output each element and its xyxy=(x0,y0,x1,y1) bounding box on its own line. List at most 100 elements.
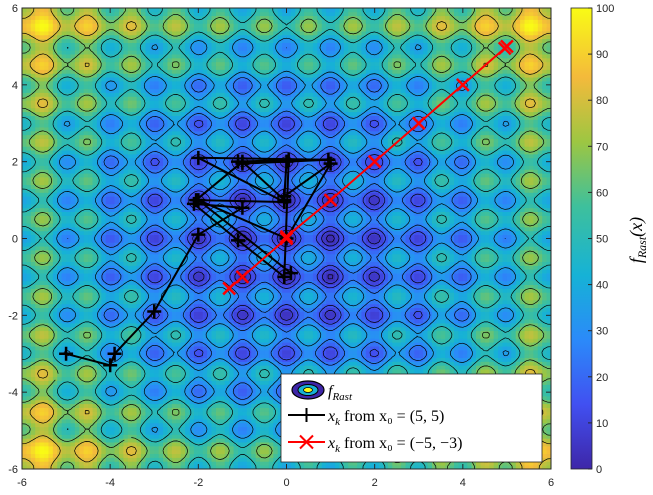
heatmap-cell xyxy=(167,65,173,70)
heatmap-cell xyxy=(145,50,151,55)
heatmap-cell xyxy=(44,449,49,455)
heatmap-cell xyxy=(114,161,120,166)
heatmap-cell xyxy=(123,323,129,328)
heatmap-cell xyxy=(145,292,151,297)
heatmap-cell xyxy=(74,88,80,93)
heatmap-cell xyxy=(70,119,76,124)
heatmap-cell xyxy=(149,392,155,397)
heatmap-cell xyxy=(132,215,138,220)
heatmap-cell xyxy=(105,173,111,178)
heatmap-cell xyxy=(145,15,151,20)
heatmap-cell xyxy=(158,27,164,32)
heatmap-cell xyxy=(96,19,102,24)
heatmap-cell xyxy=(114,188,120,193)
heatmap-cell xyxy=(66,338,71,343)
heatmap-cell xyxy=(127,42,133,47)
heatmap-cell xyxy=(110,177,115,182)
heatmap-cell xyxy=(35,31,41,36)
heatmap-cell xyxy=(79,88,85,93)
heatmap-cell xyxy=(74,384,80,389)
heatmap-cell xyxy=(141,307,146,312)
heatmap-cell xyxy=(26,69,32,74)
heatmap-cell xyxy=(114,100,120,105)
heatmap-cell xyxy=(145,250,151,255)
heatmap-cell xyxy=(114,288,120,293)
heatmap-cell xyxy=(105,200,111,205)
heatmap-cell xyxy=(39,192,45,197)
heatmap-cell xyxy=(52,461,58,466)
heatmap-cell xyxy=(70,115,76,120)
heatmap-cell xyxy=(118,119,124,124)
heatmap-cell xyxy=(123,376,129,382)
heatmap-cell xyxy=(189,34,195,40)
heatmap-cell xyxy=(101,130,107,136)
heatmap-cell xyxy=(141,453,146,458)
heatmap-cell xyxy=(22,449,27,455)
heatmap-cell xyxy=(149,430,155,435)
heatmap-cell xyxy=(180,61,186,67)
heatmap-cell xyxy=(141,411,146,416)
heatmap-cell xyxy=(30,315,36,320)
heatmap-cell xyxy=(145,299,151,305)
heatmap-cell xyxy=(154,15,160,20)
heatmap-cell xyxy=(48,161,54,166)
heatmap-cell xyxy=(132,146,138,151)
heatmap-cell xyxy=(163,338,168,343)
heatmap-cell xyxy=(171,242,177,247)
heatmap-cell xyxy=(105,250,111,255)
heatmap-cell xyxy=(30,188,36,193)
heatmap-cell xyxy=(176,157,182,163)
heatmap-cell xyxy=(22,96,27,101)
heatmap-cell xyxy=(74,46,80,51)
heatmap-cell xyxy=(66,392,71,397)
heatmap-cell xyxy=(127,242,133,247)
heatmap-cell xyxy=(193,311,199,316)
heatmap-cell xyxy=(96,42,102,47)
heatmap-cell xyxy=(110,65,115,70)
heatmap-cell xyxy=(136,453,142,458)
heatmap-cell xyxy=(74,430,80,435)
heatmap-cell xyxy=(154,215,160,220)
heatmap-cell xyxy=(35,311,41,316)
heatmap-cell xyxy=(127,265,133,270)
heatmap-cell xyxy=(88,319,93,324)
heatmap-cell xyxy=(158,84,164,90)
heatmap-cell xyxy=(154,31,160,36)
heatmap-cell xyxy=(96,11,102,17)
heatmap-cell xyxy=(145,31,151,36)
heatmap-cell xyxy=(96,346,102,351)
heatmap-cell xyxy=(110,57,115,63)
heatmap-cell xyxy=(145,211,151,216)
heatmap-cell xyxy=(101,180,107,186)
heatmap-cell xyxy=(92,242,98,247)
heatmap-cell xyxy=(88,303,93,309)
heatmap-cell xyxy=(180,415,186,420)
heatmap-cell xyxy=(83,442,89,447)
heatmap-cell xyxy=(52,257,58,262)
heatmap-cell xyxy=(92,253,98,259)
heatmap-cell xyxy=(44,57,49,63)
heatmap-cell xyxy=(154,449,160,455)
heatmap-cell xyxy=(101,411,107,416)
heatmap-cell xyxy=(22,238,27,243)
heatmap-cell xyxy=(145,288,151,293)
heatmap-cell xyxy=(118,27,124,32)
heatmap-cell xyxy=(185,422,190,428)
heatmap-cell xyxy=(149,134,155,140)
heatmap-cell xyxy=(167,419,173,424)
heatmap-cell xyxy=(193,334,199,339)
heatmap-cell xyxy=(39,84,45,90)
heatmap-cell xyxy=(92,177,98,182)
heatmap-cell xyxy=(39,61,45,67)
heatmap-cell xyxy=(66,150,71,155)
heatmap-cell xyxy=(154,419,160,424)
heatmap-cell xyxy=(35,177,41,182)
heatmap-cell xyxy=(105,192,111,197)
heatmap-cell xyxy=(189,69,195,74)
heatmap-cell xyxy=(70,104,76,109)
heatmap-cell xyxy=(70,203,76,209)
heatmap-cell xyxy=(48,257,54,262)
heatmap-cell xyxy=(88,184,93,189)
heatmap-cell xyxy=(92,80,98,86)
heatmap-cell xyxy=(52,173,58,178)
